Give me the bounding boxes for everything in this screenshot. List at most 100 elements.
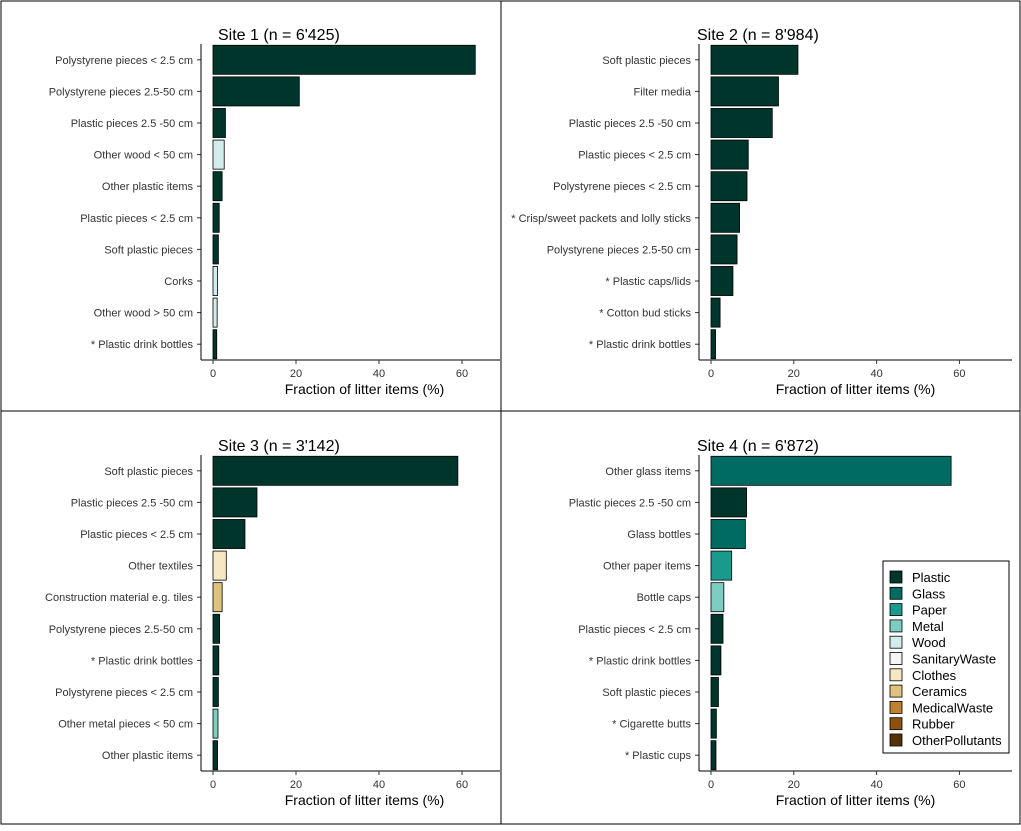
category-label: Plastic pieces < 2.5 cm: [80, 529, 193, 541]
category-label: Glass bottles: [627, 529, 691, 541]
legend-swatch: [889, 619, 903, 633]
x-tick-label: 0: [708, 368, 714, 380]
x-tick-label: 40: [373, 779, 385, 791]
x-axis-label: Fraction of litter items (%): [776, 381, 935, 397]
bar-7: [212, 234, 219, 265]
panel-title: Site 1 (n = 6'425): [218, 27, 340, 44]
panel-title: Site 2 (n = 8'984): [697, 27, 819, 44]
category-label: Polystyrene pieces < 2.5 cm: [553, 181, 691, 193]
category-label: * Cotton bud sticks: [599, 308, 691, 320]
category-label: Polystyrene pieces 2.5-50 cm: [49, 624, 193, 636]
legend-label: Metal: [912, 619, 944, 634]
category-label: Soft plastic pieces: [602, 687, 691, 699]
category-label: Plastic pieces < 2.5 cm: [80, 213, 193, 225]
category-label: Construction material e.g. tiles: [45, 592, 193, 604]
category-label: * Cigarette butts: [612, 719, 691, 731]
bar-6: [710, 202, 740, 233]
x-tick-label: 20: [788, 779, 800, 791]
category-label: Bottle caps: [637, 592, 692, 604]
category-label: * Plastic drink bottles: [589, 339, 692, 351]
category-label: Soft plastic pieces: [602, 55, 691, 67]
bar-7: [710, 234, 738, 265]
x-tick-label: 0: [210, 368, 216, 380]
x-axis-label: Fraction of litter items (%): [776, 792, 935, 808]
bar-9: [710, 297, 721, 328]
category-label: Polystyrene pieces < 2.5 cm: [55, 687, 193, 699]
category-label: Other wood > 50 cm: [94, 308, 193, 320]
bar-5: [212, 582, 223, 613]
bar-4: [710, 550, 733, 581]
category-label: Filter media: [634, 86, 692, 98]
legend-swatch: [889, 701, 903, 714]
bar-6: [710, 613, 724, 644]
category-label: * Plastic drink bottles: [91, 339, 194, 351]
bar-1: [212, 455, 459, 486]
bar-2: [212, 76, 300, 107]
category-label: Other glass items: [605, 466, 691, 478]
bar-8: [710, 677, 719, 707]
bar-4: [212, 550, 227, 581]
bar-2: [710, 487, 748, 518]
category-label: Other plastic items: [102, 181, 194, 193]
bar-7: [710, 645, 722, 676]
category-label: Plastic pieces 2.5 -50 cm: [71, 497, 193, 509]
bar-1: [710, 44, 799, 75]
legend-swatch: [889, 684, 903, 698]
category-label: Plastic pieces 2.5 -50 cm: [71, 118, 193, 130]
legend-label: Wood: [912, 635, 946, 650]
x-tick-label: 40: [870, 779, 882, 791]
category-label: Plastic pieces 2.5 -50 cm: [569, 497, 691, 509]
bar-3: [710, 519, 746, 549]
category-label: Polystyrene pieces 2.5-50 cm: [547, 244, 691, 256]
legend-label: Plastic: [912, 570, 951, 585]
x-tick-label: 40: [373, 368, 385, 380]
bar-5: [710, 171, 748, 202]
bar-1: [212, 44, 476, 75]
bar-2: [212, 487, 258, 518]
legend-swatch: [889, 652, 903, 665]
bar-9: [212, 297, 218, 328]
bar-8: [710, 266, 734, 296]
panel-site-2: Site 2 (n = 8'984) Soft plastic pieces Fil…: [511, 27, 1012, 397]
category-label: Soft plastic pieces: [104, 466, 193, 478]
legend-label: Rubber: [912, 717, 955, 732]
category-label: Polystyrene pieces < 2.5 cm: [55, 55, 193, 67]
legend-label: SanitaryWaste: [912, 652, 996, 667]
legend-label: Clothes: [912, 668, 957, 683]
bar-10: [212, 329, 218, 360]
bar-9: [212, 708, 219, 739]
x-tick-label: 60: [953, 368, 965, 380]
legend-label: Ceramics: [912, 684, 967, 699]
panel-site-1: Site 1 (n = 6'425) Polystyrene pieces < 2…: [49, 27, 500, 397]
x-tick-label: 60: [456, 368, 468, 380]
legend-swatch: [889, 635, 903, 649]
x-tick-label: 0: [708, 779, 714, 791]
bar-5: [710, 582, 725, 613]
legend-swatch: [889, 668, 903, 682]
category-label: Other paper items: [603, 561, 692, 573]
bar-8: [212, 677, 219, 707]
bar-10: [710, 329, 716, 360]
x-tick-label: 20: [290, 368, 302, 380]
panel-frame-4: [500, 410, 1021, 825]
category-label: * Plastic drink bottles: [91, 655, 194, 667]
panel-site-3: Site 3 (n = 3'142) Soft plastic pieces Pla…: [45, 438, 500, 808]
x-tick-label: 20: [290, 779, 302, 791]
legend-label: Paper: [912, 603, 947, 618]
category-label: * Plastic caps/lids: [605, 276, 691, 288]
category-label: Polystyrene pieces 2.5-50 cm: [49, 86, 193, 98]
legend-swatch: [889, 570, 903, 584]
bar-3: [212, 108, 226, 138]
x-tick-label: 40: [870, 368, 882, 380]
legend-swatch: [889, 603, 903, 616]
x-axis-label: Fraction of litter items (%): [285, 792, 444, 808]
bar-1: [710, 455, 952, 486]
panel-title: Site 3 (n = 3'142): [218, 438, 340, 455]
category-label: Plastic pieces < 2.5 cm: [578, 624, 691, 636]
legend-swatch: [889, 733, 903, 747]
bar-6: [212, 202, 220, 233]
x-tick-label: 60: [953, 779, 965, 791]
bar-2: [710, 76, 779, 107]
category-label: * Crisp/sweet packets and lolly sticks: [511, 213, 691, 225]
